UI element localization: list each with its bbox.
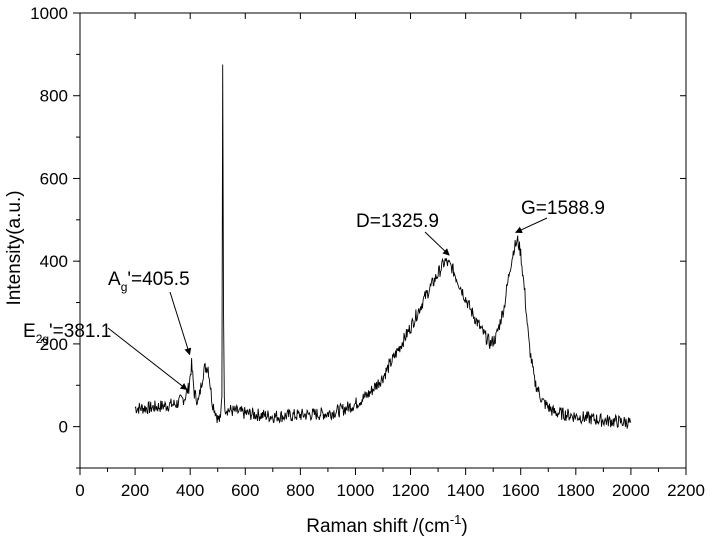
x-tick-label: 400 [176,481,204,500]
x-tick-label: 800 [286,481,314,500]
x-tick-label: 200 [121,481,149,500]
peak-arrow [108,328,187,390]
peak-label: Ag'=405.5 [108,269,190,294]
peak-label: D=1325.9 [356,211,439,232]
peak-label-main: G=1588.9 [521,198,605,219]
y-tick-label: 0 [59,418,68,437]
peak-arrow [425,232,449,255]
peak-label-subscript: 2g [36,332,49,346]
x-tick-label: 1600 [502,481,540,500]
peak-label-value: '=405.5 [127,269,189,290]
y-tick-label: 600 [40,169,68,188]
y-tick-label: 800 [40,87,68,106]
peak-annotations: E2g'=381.1 Ag'=405.5 D=1325.9 G=1588.9 [23,198,605,390]
peak-label-value: '=381.1 [49,321,111,342]
x-axis-title: Raman shift /(cm-1) [306,512,467,537]
x-tick-label: 1000 [337,481,375,500]
peak-label-main: A [108,269,121,290]
peak-arrow [516,218,547,232]
x-tick-label: 0 [75,481,84,500]
x-tick-label: 600 [231,481,259,500]
x-tick-label: 2000 [612,481,650,500]
x-tick-label: 1200 [392,481,430,500]
peak-label-subscript: g [121,280,128,294]
series-group [135,65,631,429]
peak-label-main: E [23,321,36,342]
x-tick-label: 1800 [557,481,595,500]
x-tick-label: 1400 [447,481,485,500]
y-axis-ticks: 02004006008001000 [30,4,686,468]
spectrum-line [135,65,631,429]
x-tick-label: 2200 [667,481,705,500]
peak-label: G=1588.9 [521,198,605,219]
y-axis-title: Intensity(a.u.) [4,190,25,305]
peak-arrow [170,292,190,355]
y-tick-label: 1000 [30,4,68,23]
peak-label-main: D=1325.9 [356,211,439,232]
y-tick-label: 400 [40,252,68,271]
